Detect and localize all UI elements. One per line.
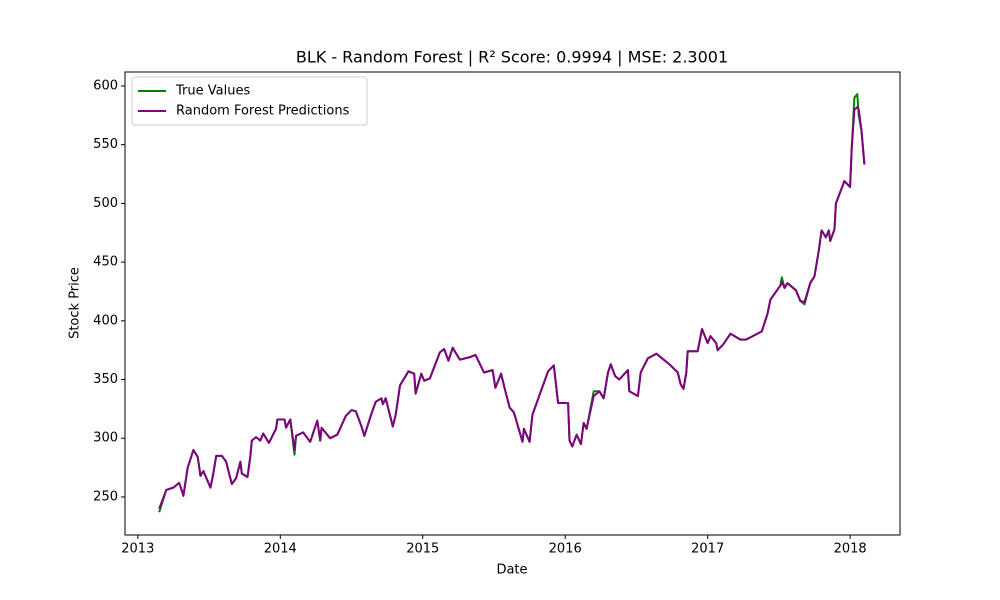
y-tick-label: 300	[93, 431, 118, 446]
legend-label: True Values	[175, 84, 250, 99]
y-tick-label: 500	[93, 196, 118, 211]
y-axis-label: Stock Price	[68, 267, 83, 339]
y-tick-label: 550	[93, 137, 118, 152]
y-tick-label: 450	[93, 255, 118, 270]
x-axis-label: Date	[496, 563, 527, 578]
x-tick-label: 2013	[121, 542, 154, 557]
y-tick-label: 600	[93, 78, 118, 93]
series-line	[158, 93, 866, 513]
legend-box	[131, 76, 368, 126]
x-tick-label: 2015	[406, 542, 439, 557]
y-tick-label: 350	[93, 372, 118, 387]
x-tick-label: 2017	[691, 542, 724, 557]
y-tick-label: 250	[93, 489, 118, 504]
plot-frame	[124, 71, 901, 536]
x-tick-label: 2018	[834, 542, 867, 557]
series-line	[158, 106, 866, 510]
y-tick-label: 400	[93, 313, 118, 328]
x-tick-label: 2016	[549, 542, 582, 557]
chart-title: BLK - Random Forest | R² Score: 0.9994 |…	[296, 48, 728, 67]
legend-label: Random Forest Predictions	[176, 104, 350, 119]
x-tick-label: 2014	[264, 542, 297, 557]
